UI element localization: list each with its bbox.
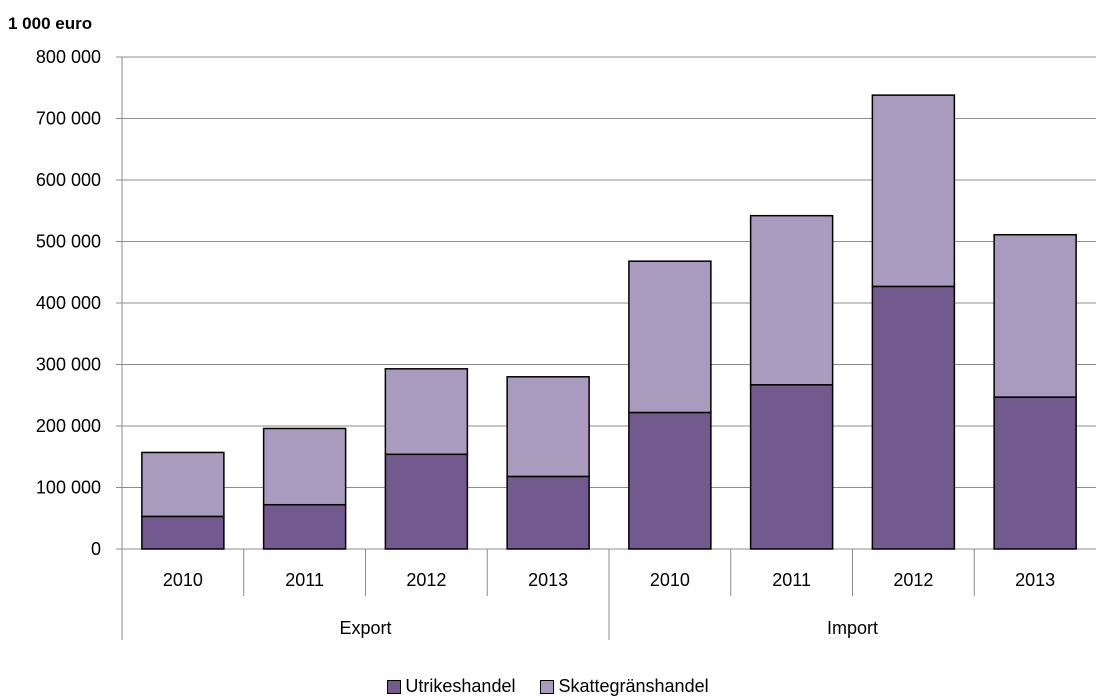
legend: Utrikeshandel Skattegränshandel xyxy=(0,676,1096,699)
bar-skattegranshandel xyxy=(141,451,225,518)
x-tick-label: 2013 xyxy=(1015,570,1055,590)
legend-label-skattegranshandel: Skattegränshandel xyxy=(558,676,709,696)
y-tick-label: 100 000 xyxy=(36,478,101,498)
bar-skattegranshandel xyxy=(506,376,590,478)
bar-skattegranshandel xyxy=(628,260,712,414)
x-tick-label: 2012 xyxy=(406,570,446,590)
bar-skattegranshandel xyxy=(749,214,834,386)
y-tick-label: 500 000 xyxy=(36,232,101,252)
x-tick-label: 2013 xyxy=(528,570,568,590)
y-tick-label: 300 000 xyxy=(36,355,101,375)
bar-utrikeshandel xyxy=(871,285,956,550)
bar-skattegranshandel xyxy=(993,233,1077,398)
bar-skattegranshandel xyxy=(262,427,347,506)
x-tick-label: 2011 xyxy=(285,570,324,590)
x-tick-label: 2012 xyxy=(893,570,933,590)
x-tick-label: 2010 xyxy=(650,570,690,590)
x-tick-label: 2011 xyxy=(772,570,811,590)
y-tick-label: 700 000 xyxy=(36,109,101,129)
x-tick-label: 2010 xyxy=(163,570,203,590)
y-tick-label: 400 000 xyxy=(36,293,101,313)
legend-item-skattegranshandel: Skattegränshandel xyxy=(540,676,709,697)
bar-utrikeshandel xyxy=(141,515,225,550)
y-tick-label: 800 000 xyxy=(36,47,101,67)
legend-swatch-utrikeshandel xyxy=(387,679,402,694)
bar-utrikeshandel xyxy=(749,384,834,550)
bar-skattegranshandel xyxy=(384,368,469,456)
y-tick-label: 600 000 xyxy=(36,170,101,190)
y-axis-unit-label: 1 000 euro xyxy=(8,14,93,33)
bar-utrikeshandel xyxy=(262,503,347,550)
legend-item-utrikeshandel: Utrikeshandel xyxy=(387,676,515,697)
legend-label-utrikeshandel: Utrikeshandel xyxy=(405,676,516,696)
y-tick-label: 200 000 xyxy=(36,416,101,436)
bar-utrikeshandel xyxy=(384,453,469,550)
bar-utrikeshandel xyxy=(628,411,712,550)
bar-utrikeshandel xyxy=(993,396,1077,550)
y-tick-label: 0 xyxy=(91,539,101,559)
group-label-import: Import xyxy=(827,618,878,638)
legend-swatch-skattegranshandel xyxy=(540,679,555,694)
group-label-export: Export xyxy=(339,618,391,638)
bar-utrikeshandel xyxy=(506,475,590,550)
bar-skattegranshandel xyxy=(871,94,956,288)
